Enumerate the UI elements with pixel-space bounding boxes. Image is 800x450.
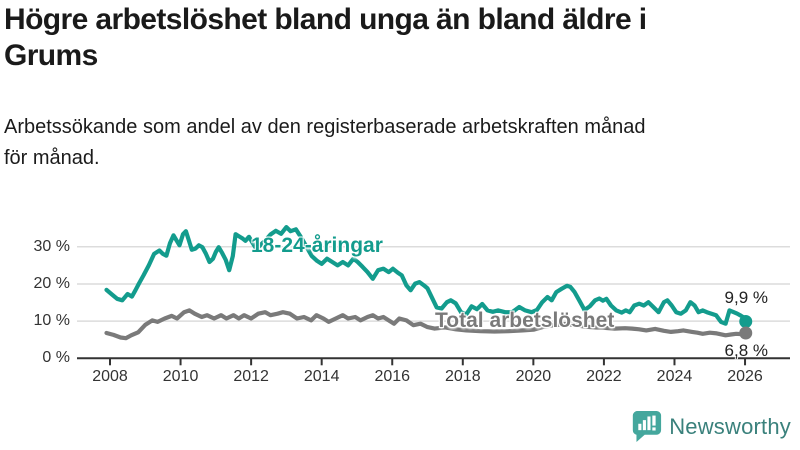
end-value-total: 6,8 % xyxy=(724,341,768,360)
chart-subtitle: Arbetssökande som andel av den registerb… xyxy=(4,112,796,174)
x-tick-label: 2014 xyxy=(303,368,340,385)
end-dot-young xyxy=(739,315,753,329)
subtitle-line-2: för månad. xyxy=(4,147,100,169)
x-tick-label: 2012 xyxy=(233,368,269,385)
newsworthy-logo: Newsworthy xyxy=(631,410,791,443)
y-tick-label: 20 % xyxy=(33,274,70,292)
y-tick-label: 10 % xyxy=(33,312,70,330)
x-tick-label: 2008 xyxy=(92,368,128,385)
series-line-total xyxy=(104,308,748,341)
x-tick-label: 2024 xyxy=(656,368,693,385)
title-line-2: Grums xyxy=(4,39,98,72)
series-line-young xyxy=(104,225,748,326)
end-value-young: 9,9 % xyxy=(724,288,768,307)
series-label-young: 18-24-åringar xyxy=(251,234,383,257)
page-title: Högre arbetslöshet bland unga än bland ä… xyxy=(4,2,796,74)
x-tick-label: 2020 xyxy=(515,368,552,385)
y-tick-label: 30 % xyxy=(33,237,70,255)
x-tick-label: 2026 xyxy=(727,368,763,385)
end-dot-total xyxy=(739,326,753,340)
series-label-total: Total arbetslöshet xyxy=(435,309,615,332)
x-tick-label: 2018 xyxy=(445,368,481,385)
newsworthy-wordmark: Newsworthy xyxy=(669,413,791,439)
x-tick-label: 2016 xyxy=(374,368,411,385)
x-tick-label: 2022 xyxy=(586,368,622,385)
x-tick-label: 2010 xyxy=(162,368,199,385)
subtitle-line-1: Arbetssökande som andel av den registerb… xyxy=(4,116,646,138)
newsworthy-logo-icon xyxy=(633,411,662,442)
y-tick-label: 0 % xyxy=(42,349,70,367)
title-line-1: Högre arbetslöshet bland unga än bland ä… xyxy=(4,3,647,36)
